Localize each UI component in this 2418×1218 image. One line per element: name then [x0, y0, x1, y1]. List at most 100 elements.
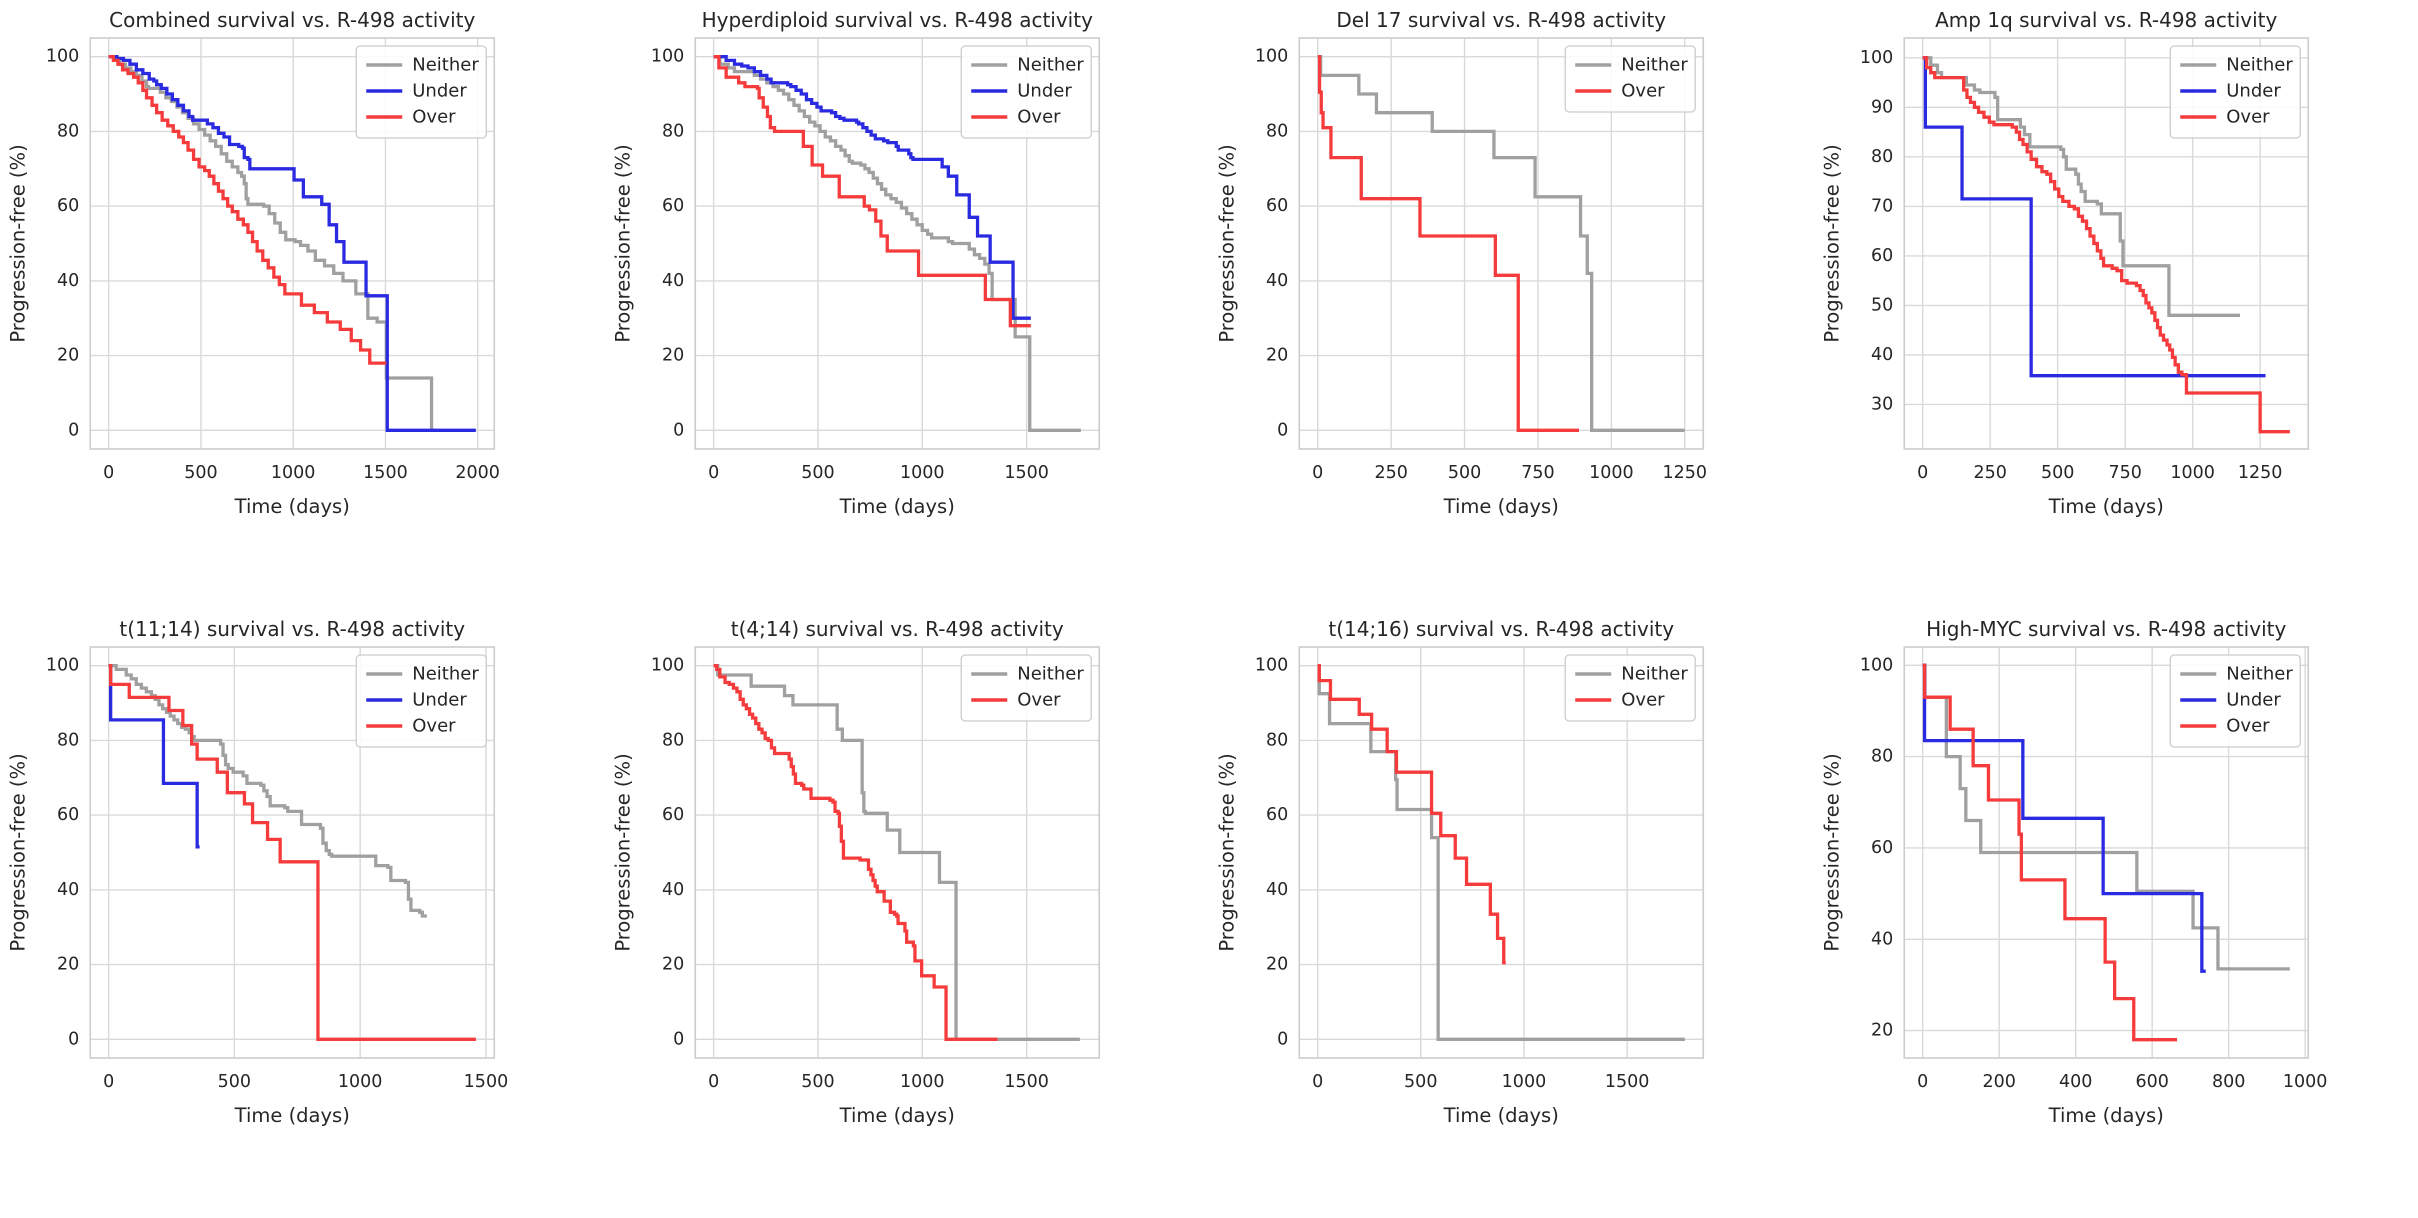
plot-border	[693, 646, 1100, 1059]
x-tick-label: 0	[103, 463, 114, 483]
plot-border	[693, 37, 1100, 450]
chart-title: High-MYC survival vs. R-498 activity	[1926, 617, 2286, 641]
x-tick-label: 1500	[464, 1072, 509, 1092]
x-axis-label: Time (days)	[838, 1104, 954, 1127]
y-tick-label: 0	[1277, 1029, 1288, 1049]
subplot-t14-16: 0 500 1000 1500 0 20 40 60 80 100 t(14;16) surviva…	[1209, 609, 1814, 1218]
x-tick-label: 750	[2108, 463, 2141, 483]
y-tick-label: 100	[46, 656, 79, 676]
x-axis-label: Time (days)	[1443, 1104, 1559, 1127]
x-tick-label: 400	[2058, 1072, 2091, 1092]
series-neither-line	[713, 55, 1081, 432]
y-tick-label: 20	[57, 346, 79, 366]
y-tick-label: 80	[1266, 730, 1288, 750]
series-under-line	[713, 55, 1031, 320]
amp1q-chart: 0 250 500 750 1000 1250 30 40 50 60 70 80 90 100 Amp 1…	[1820, 8, 2309, 518]
legend-box	[1564, 654, 1696, 722]
x-tick-label: 1500	[1004, 463, 1049, 483]
series-over-line	[1317, 664, 1506, 965]
series-neither-line	[713, 664, 1080, 1041]
legend: Neither Under Over	[355, 45, 487, 139]
plot-border	[1298, 646, 1705, 1059]
legend-label-over: Over	[1621, 81, 1665, 102]
x-tick-label: 250	[1374, 463, 1407, 483]
y-tick-label: 50	[1870, 295, 1892, 315]
chart-title: Del 17 survival vs. R-498 activity	[1336, 8, 1666, 32]
subplot-t4-14: 0 500 1000 1500 0 20 40 60 80 100 t(4;14) survival…	[605, 609, 1210, 1218]
x-tick-label: 1000	[271, 463, 316, 483]
y-axis-label: Progression-free (%)	[611, 753, 634, 951]
series-over-line	[713, 55, 1031, 328]
x-tick-label: 0	[1917, 1072, 1928, 1092]
y-tick-label: 40	[661, 880, 683, 900]
y-tick-label: 80	[1266, 121, 1288, 141]
y-tick-label: 20	[661, 346, 683, 366]
x-axis-label: Time (days)	[2047, 495, 2163, 518]
legend-label-over: Over	[412, 716, 456, 737]
plot-border	[1902, 37, 2309, 450]
y-tick-label: 80	[1870, 147, 1892, 167]
x-tick-label: 1500	[1004, 1072, 1049, 1092]
legend-label-under: Under	[2226, 81, 2281, 102]
y-tick-label: 40	[57, 880, 79, 900]
x-tick-label: 0	[1917, 463, 1928, 483]
plot-border	[1902, 646, 2309, 1059]
x-tick-label: 1250	[2237, 463, 2282, 483]
y-tick-label: 70	[1870, 196, 1892, 216]
x-tick-label: 1500	[1605, 1072, 1650, 1092]
legend-label-neither: Neither	[2226, 55, 2293, 76]
y-tick-label: 20	[1870, 1021, 1892, 1041]
subplot-amp1q: 0 250 500 750 1000 1250 30 40 50 60 70 80 90 100 Amp 1…	[1814, 0, 2418, 609]
x-axis-label: Time (days)	[2047, 1104, 2163, 1127]
legend-label-neither: Neither	[1017, 664, 1084, 685]
y-tick-label: 0	[673, 1029, 684, 1049]
legend-label-under: Under	[2226, 690, 2281, 711]
plot-border	[89, 646, 496, 1059]
y-tick-label: 60	[57, 196, 79, 216]
x-tick-label: 500	[801, 1072, 834, 1092]
legend-label-over: Over	[1017, 690, 1061, 711]
x-tick-label: 1000	[2282, 1072, 2327, 1092]
plot-border	[89, 37, 496, 450]
y-tick-label: 80	[57, 121, 79, 141]
legend-box	[960, 654, 1092, 722]
legend-label-over: Over	[1621, 690, 1665, 711]
series-over-line	[1317, 55, 1580, 432]
legend: Neither Over	[960, 654, 1092, 722]
legend-label-under: Under	[412, 690, 467, 711]
series-over-line	[1922, 56, 2290, 434]
x-tick-label: 750	[1521, 463, 1554, 483]
y-tick-label: 100	[1255, 656, 1288, 676]
legend: Neither Over	[1564, 654, 1696, 722]
x-tick-label: 500	[1448, 463, 1481, 483]
series-under-line	[108, 55, 476, 432]
x-axis-label: Time (days)	[838, 495, 954, 518]
y-axis-label: Progression-free (%)	[1215, 753, 1238, 951]
y-tick-label: 60	[57, 805, 79, 825]
y-tick-label: 40	[1266, 880, 1288, 900]
legend: Neither Under Over	[355, 654, 487, 748]
x-tick-label: 500	[2040, 463, 2073, 483]
y-tick-label: 20	[661, 955, 683, 975]
legend-label-over: Over	[412, 107, 456, 128]
y-tick-label: 60	[1870, 246, 1892, 266]
x-tick-label: 0	[103, 1072, 114, 1092]
y-axis-label: Progression-free (%)	[6, 144, 29, 342]
y-tick-label: 20	[57, 955, 79, 975]
y-tick-label: 20	[1266, 955, 1288, 975]
x-tick-label: 500	[184, 463, 217, 483]
chart-title: Amp 1q survival vs. R-498 activity	[1935, 8, 2277, 32]
combined-chart: 0 500 1000 1500 2000 0 20 40 60 80 100 Combined sur…	[6, 8, 500, 518]
x-tick-label: 1000	[1589, 463, 1634, 483]
x-tick-label: 0	[1312, 463, 1323, 483]
x-axis-label: Time (days)	[234, 1104, 350, 1127]
x-tick-label: 1000	[2170, 463, 2215, 483]
y-tick-label: 60	[1266, 805, 1288, 825]
legend: Neither Under Over	[960, 45, 1092, 139]
y-axis-label: Progression-free (%)	[1820, 753, 1843, 951]
subplot-combined: 0 500 1000 1500 2000 0 20 40 60 80 100 Combined sur…	[0, 0, 605, 609]
x-tick-label: 2000	[455, 463, 500, 483]
hyperdiploid-chart: 0 500 1000 1500 0 20 40 60 80 100 Hyperdiploid sur…	[611, 8, 1100, 518]
legend-label-under: Under	[412, 81, 467, 102]
x-tick-label: 250	[1973, 463, 2006, 483]
